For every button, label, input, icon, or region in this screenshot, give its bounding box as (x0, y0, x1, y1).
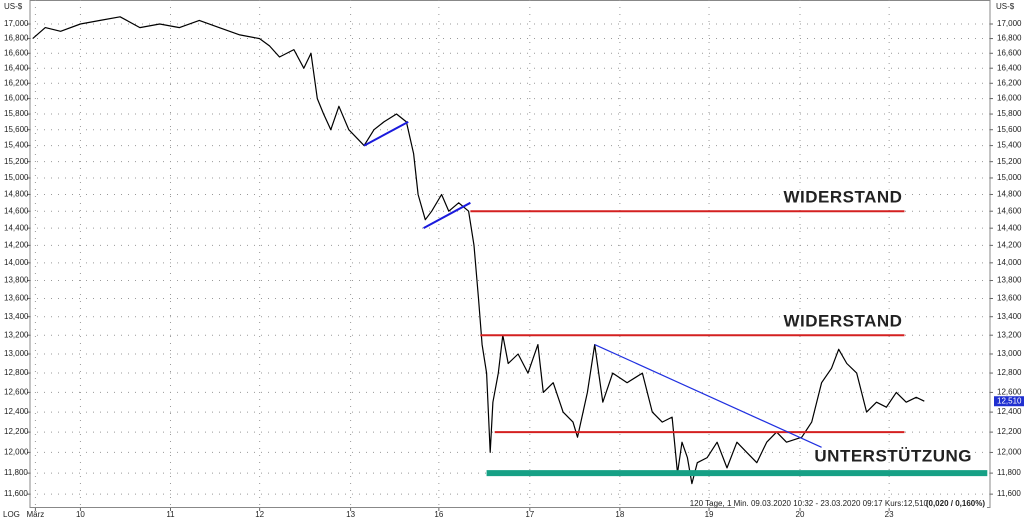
y-tick-label-right: 14,400 (997, 223, 1022, 232)
y-tick-label: 14,000 (4, 258, 29, 267)
y-tick-label-right: 15,400 (997, 141, 1022, 150)
x-tick-label: 20 (796, 510, 805, 519)
y-tick-label-right: 16,000 (997, 94, 1022, 103)
y-tick-label-right: 14,200 (997, 240, 1022, 249)
y-tick-label: 13,200 (4, 330, 29, 339)
footer: 120 Tage, 1 Min. 09.03.2020 10:32 - 23.0… (690, 499, 929, 508)
footer-bold: (0,020 / 0,160%) (926, 499, 985, 508)
line-label: UNTERSTÜTZUNG (814, 447, 972, 466)
y-tick-label-right: 16,400 (997, 63, 1022, 72)
y-tick-label-right: 12,600 (997, 388, 1022, 397)
y-tick-label-right: 12,400 (997, 407, 1022, 416)
y-tick-label-right: 15,200 (997, 157, 1022, 166)
y-tick-label-right: 13,200 (997, 330, 1022, 339)
y-tick-label-right: 12,000 (997, 448, 1022, 457)
y-tick-label: 15,800 (4, 109, 29, 118)
y-tick-label: 12,200 (4, 427, 29, 436)
y-tick-label-right: 16,800 (997, 34, 1022, 43)
y-tick-label-right: 13,400 (997, 312, 1022, 321)
y-tick-label: 16,600 (4, 48, 29, 57)
y-tick-label: 11,800 (4, 468, 28, 477)
y-tick-label: 13,800 (4, 276, 29, 285)
x-tick-label: 23 (885, 510, 894, 519)
y-tick-label: 15,400 (4, 141, 29, 150)
x-tick-label: 12 (255, 510, 264, 519)
y-tick-label-right: 16,600 (997, 48, 1022, 57)
y-tick-label-right: 12,800 (997, 368, 1022, 377)
y-tick-label-right: 15,800 (997, 109, 1022, 118)
x-tick-label: 16 (434, 510, 443, 519)
scale-label: LOG (3, 510, 20, 519)
y-tick-label: 17,000 (4, 19, 29, 28)
y-tick-label-right: 17,000 (997, 19, 1022, 28)
y-tick-label: 15,000 (4, 173, 29, 182)
y-tick-label: 11,600 (4, 489, 28, 498)
y-tick-label-right: 14,600 (997, 206, 1022, 215)
x-tick-label: 10 (76, 510, 85, 519)
y-tick-label: 14,800 (4, 190, 29, 199)
last-price-box (994, 396, 1024, 407)
y-tick-label-right: 15,600 (997, 125, 1022, 134)
line-label: WIDERSTAND (783, 188, 902, 207)
x-tick-label: März (27, 510, 45, 519)
y-tick-label: 13,600 (4, 294, 29, 303)
y-tick-label: 15,600 (4, 125, 29, 134)
y-tick-label: 14,200 (4, 240, 29, 249)
x-tick-label: 19 (705, 510, 714, 519)
line-label: WIDERSTAND (783, 312, 902, 331)
x-tick-label: 13 (346, 510, 355, 519)
y-tick-label: 16,200 (4, 78, 29, 87)
trend-line (363, 120, 409, 147)
y-tick-label-right: 13,800 (997, 276, 1022, 285)
y-tick-label: 12,600 (4, 388, 29, 397)
plot-frame (29, 0, 991, 508)
y-tick-label: 14,400 (4, 223, 29, 232)
price-line (32, 16, 925, 485)
y-tick-label-right: 14,800 (997, 190, 1022, 199)
trend-line (423, 201, 471, 230)
y-tick-label-right: 13,000 (997, 349, 1022, 358)
trend-line (594, 344, 822, 448)
x-tick-label: 17 (525, 510, 534, 519)
y-tick-label: 13,400 (4, 312, 29, 321)
y-tick-label: 15,200 (4, 157, 29, 166)
y-tick-label: 16,800 (4, 34, 29, 43)
x-tick-label: 18 (615, 510, 624, 519)
unit-right: US-$ (996, 2, 1015, 11)
y-tick-label: 16,000 (4, 94, 29, 103)
footer-background (735, 499, 987, 508)
y-tick-label-right: 11,800 (997, 468, 1021, 477)
y-tick-label-right: 11,600 (997, 489, 1021, 498)
y-tick-label-right: 15,000 (997, 173, 1022, 182)
y-tick-label-right: 16,200 (997, 78, 1022, 87)
unit-left: US-$ (4, 2, 23, 11)
y-tick-label: 12,400 (4, 407, 29, 416)
last-price-label: 12,510 (997, 396, 1022, 405)
x-tick-label: 11 (166, 510, 175, 519)
y-tick-label: 16,400 (4, 63, 29, 72)
y-tick-label-right: 13,600 (997, 294, 1022, 303)
y-tick-label: 12,000 (4, 448, 29, 457)
y-tick-label-right: 14,000 (997, 258, 1022, 267)
y-tick-label: 12,800 (4, 368, 29, 377)
y-tick-label-right: 12,200 (997, 427, 1022, 436)
y-tick-label: 13,000 (4, 349, 29, 358)
y-tick-label: 14,600 (4, 206, 29, 215)
